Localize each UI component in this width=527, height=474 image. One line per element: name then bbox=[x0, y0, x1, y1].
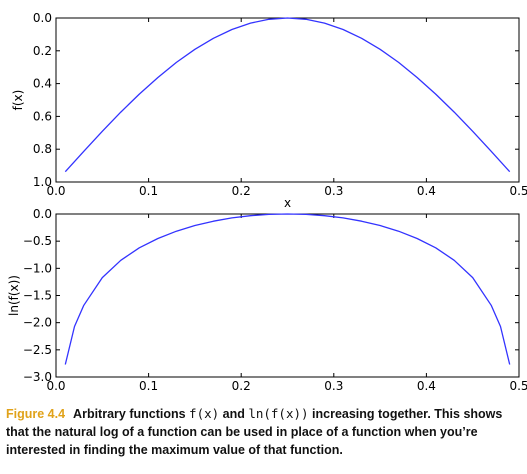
plot-frame bbox=[55, 213, 520, 378]
bottom-subplot: 0.0 0.1 0.2 0.3 0.4 0.5 0.0 −0.5 −1.0 −1.5 −2.0 −2.… bbox=[7, 207, 527, 393]
y-tick-label: −1.0 bbox=[23, 261, 52, 275]
y-tick-label: 0.8 bbox=[33, 142, 52, 156]
y-tick-label: −0.5 bbox=[23, 234, 52, 248]
y-axis-label: f(x) bbox=[11, 90, 25, 111]
plot-frame bbox=[55, 17, 520, 183]
y-tick-label: −3.0 bbox=[23, 370, 52, 384]
figure-caption: Figure 4.4 Arbitrary functions f(x) and l… bbox=[6, 405, 524, 459]
x-tick-label: 0.3 bbox=[324, 379, 343, 393]
figure-number: Figure 4.4 bbox=[6, 407, 66, 421]
x-tick-label: 0.3 bbox=[324, 184, 343, 198]
y-axis-label: ln(f(x)) bbox=[7, 275, 21, 316]
x-tick-label: 0.0 bbox=[46, 184, 65, 198]
caption-code-lnfx: ln(f(x)) bbox=[248, 406, 309, 421]
y-tick-label: 0.4 bbox=[33, 77, 52, 91]
y-tick-label: −2.5 bbox=[23, 343, 52, 357]
x-axis-label: x bbox=[284, 196, 291, 210]
series-line bbox=[64, 213, 511, 365]
caption-text-2: and bbox=[219, 407, 249, 421]
x-tick-label: 0.2 bbox=[232, 184, 251, 198]
y-tick-label: 0.2 bbox=[33, 44, 52, 58]
series-line bbox=[64, 17, 511, 173]
y-tick-label: −2.0 bbox=[23, 316, 52, 330]
x-tick-label: 0.2 bbox=[232, 379, 251, 393]
y-tick-label: 1.0 bbox=[33, 175, 52, 189]
x-tick-label: 0.5 bbox=[509, 184, 527, 198]
figure-canvas: 0.0 0.1 0.2 0.3 0.4 0.5 0.0 0.2 0.4 0.6 0.8 1.0 x f(x… bbox=[7, 11, 527, 393]
y-tick-label: 0.0 bbox=[33, 11, 52, 25]
x-tick-label: 0.5 bbox=[509, 379, 527, 393]
top-subplot: 0.0 0.1 0.2 0.3 0.4 0.5 0.0 0.2 0.4 0.6 0.8 1.0 x f(x… bbox=[11, 11, 527, 210]
caption-code-fx: f(x) bbox=[189, 406, 220, 421]
y-tick-label: 0.0 bbox=[33, 207, 52, 221]
caption-text-3: increasing together. This shows that the… bbox=[6, 407, 503, 457]
y-tick-label: 0.6 bbox=[33, 109, 52, 123]
x-tick-label: 0.4 bbox=[417, 184, 436, 198]
x-tick-label: 0.1 bbox=[139, 379, 158, 393]
y-tick-label: −1.5 bbox=[23, 289, 52, 303]
x-tick-label: 0.4 bbox=[417, 379, 436, 393]
caption-text-1: Arbitrary functions bbox=[73, 407, 190, 421]
x-tick-label: 0.0 bbox=[46, 379, 65, 393]
x-tick-label: 0.1 bbox=[139, 184, 158, 198]
